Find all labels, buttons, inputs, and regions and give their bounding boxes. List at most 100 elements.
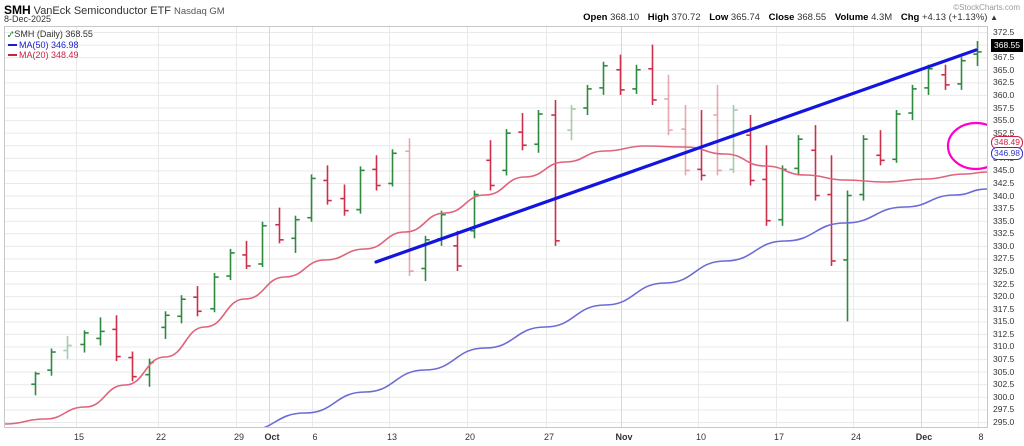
ohlc-bar: [729, 104, 738, 173]
x-axis-tick: Nov: [615, 432, 633, 442]
y-axis-tick: 295.0: [993, 416, 1015, 427]
ohlc-bar: [291, 215, 300, 253]
ohlc-bar: [843, 190, 852, 322]
ohlc-bar: [128, 351, 137, 382]
ohlc-bar: [746, 115, 755, 186]
ohlc-bar: [405, 138, 414, 277]
ma50-line: [263, 188, 987, 427]
ohlc-bar: [307, 174, 316, 222]
ohlc-bar: [664, 74, 673, 136]
y-axis-tick: 360.0: [993, 89, 1015, 100]
ohlc-bar: [242, 240, 251, 270]
ohlc-bar: [583, 84, 592, 116]
high-value: 370.72: [671, 12, 701, 23]
ohlc-bar: [112, 315, 121, 362]
x-axis-tick: 13: [386, 432, 398, 442]
y-axis-tick: 340.0: [993, 190, 1015, 201]
company-name: VanEck Semiconductor ETF: [33, 5, 172, 17]
y-axis-tick: 337.5: [993, 203, 1015, 214]
y-axis-tick: 320.0: [993, 291, 1015, 302]
legend-price: ⑇SMH (Daily) 368.55: [8, 29, 93, 40]
ohlc-bar: [323, 165, 332, 205]
close-label: Close: [768, 12, 795, 23]
ohlc-bar: [193, 286, 202, 317]
open-value: 368.10: [610, 12, 640, 23]
ohlc-bar: [632, 64, 641, 94]
ohlc-bar: [47, 348, 56, 376]
ma20-line: [5, 145, 987, 425]
ohlc-bar: [762, 145, 771, 226]
ohlc-bar: [941, 64, 950, 90]
volume-label: Volume: [834, 12, 869, 23]
ma50-swatch-icon: [8, 43, 17, 46]
y-axis-tick: 335.0: [993, 215, 1015, 226]
ohlc-bar: [648, 44, 657, 105]
ohlc-bar: [226, 248, 235, 281]
x-axis-tick: 20: [464, 432, 476, 442]
ticker-symbol: SMH: [4, 3, 31, 17]
price-plot-area[interactable]: ⑇SMH (Daily) 368.55 MA(50) 346.98 MA(20)…: [4, 26, 988, 428]
ma20-swatch-icon: [8, 54, 17, 56]
open-label: Open: [583, 12, 608, 23]
y-axis-tick: 332.5: [993, 228, 1015, 239]
ohlc-bar: [161, 311, 170, 339]
ohlc-bar: [551, 99, 560, 246]
ohlc-bar: [876, 130, 885, 166]
exchange-name: Nasdaq GM: [174, 6, 225, 17]
ohlc-bar: [356, 166, 365, 214]
ma50-price-callout: 346.98: [991, 147, 1023, 160]
y-axis-tick: 305.0: [993, 366, 1015, 377]
x-axis-tick: 17: [773, 432, 785, 442]
chart-header: SMH VanEck Semiconductor ETF Nasdaq GM 8-D…: [0, 0, 1024, 26]
ohlc-bar: [31, 371, 40, 396]
y-axis-tick: 300.0: [993, 391, 1015, 402]
ohlc-bar: [892, 110, 901, 163]
y-axis-tick: 302.5: [993, 379, 1015, 390]
price-bars-icon: ⑇: [8, 29, 14, 39]
quote-bar: Open 368.10 High 370.72 Low 365.74 Close…: [583, 12, 998, 23]
change-label: Chg: [900, 12, 920, 23]
low-value: 365.74: [730, 12, 760, 23]
ohlc-bar: [924, 64, 933, 95]
x-axis-tick: 22: [155, 432, 167, 442]
y-axis-tick: 310.0: [993, 341, 1015, 352]
x-axis-tick: 10: [695, 432, 707, 442]
volume-value: 4.3M: [871, 12, 893, 23]
y-axis-tick: 325.0: [993, 266, 1015, 277]
ohlc-bar: [486, 140, 495, 191]
x-axis-tick: 8: [978, 432, 984, 442]
y-axis-tick: 327.5: [993, 253, 1015, 264]
ohlc-bar: [63, 335, 72, 360]
ohlc-bar: [908, 84, 917, 121]
ohlc-bar: [599, 61, 608, 95]
date-axis: 15 22 29 Oct 6 13 20 27 Nov 10 17 24 Dec 8: [4, 429, 988, 445]
close-value: 368.55: [797, 12, 827, 23]
y-axis-tick: 315.0: [993, 316, 1015, 327]
ohlc-bar: [388, 149, 397, 187]
ohlc-bar: [210, 273, 219, 313]
ohlc-bar: [340, 184, 349, 216]
ohlc-bar: [453, 230, 462, 272]
y-axis-tick: 362.5: [993, 77, 1015, 88]
ohlc-bar: [681, 104, 690, 176]
x-axis-tick: Oct: [264, 432, 280, 442]
x-axis-tick: 6: [312, 432, 318, 442]
y-axis-tick: 345.0: [993, 165, 1015, 176]
chart-canvas: [5, 27, 987, 427]
stockcharts-watermark: ©StockCharts.com: [953, 3, 1020, 12]
y-axis-tick: 322.5: [993, 278, 1015, 289]
annotation-ellipse: [946, 121, 987, 171]
ohlc-bar: [811, 125, 820, 201]
indicator-legend: ⑇SMH (Daily) 368.55 MA(50) 346.98 MA(20)…: [8, 29, 93, 61]
ohlc-bar: [96, 317, 105, 346]
y-axis-tick: 312.5: [993, 328, 1015, 339]
ohlc-bar: [258, 221, 267, 267]
uptrend-line: [374, 48, 978, 264]
y-axis-tick: 307.5: [993, 354, 1015, 365]
x-axis-tick: 24: [850, 432, 862, 442]
ohlc-bar: [616, 54, 625, 95]
chart-date: 8-Dec-2025: [4, 14, 52, 24]
x-axis-tick: 29: [233, 432, 245, 442]
y-axis-tick: 317.5: [993, 303, 1015, 314]
